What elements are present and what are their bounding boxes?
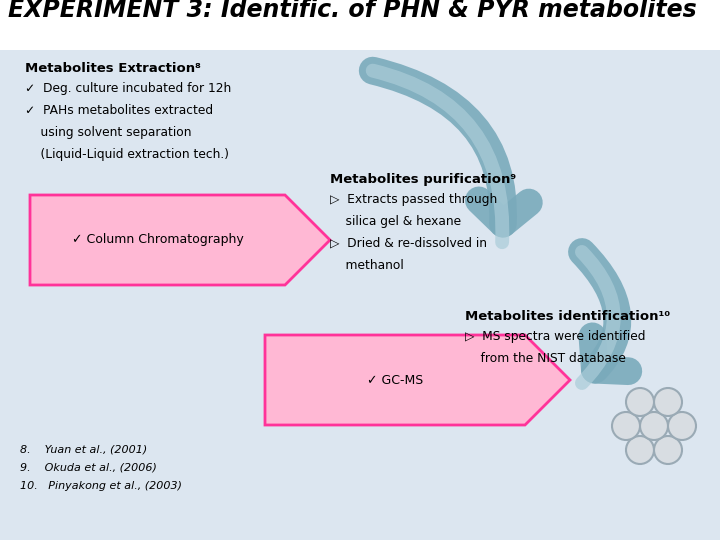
Text: ✓  Deg. culture incubated for 12h: ✓ Deg. culture incubated for 12h [25, 82, 231, 95]
Polygon shape [30, 195, 330, 285]
Text: ✓ GC-MS: ✓ GC-MS [367, 374, 423, 387]
Circle shape [626, 388, 654, 416]
FancyArrowPatch shape [582, 252, 629, 371]
Circle shape [668, 412, 696, 440]
Circle shape [640, 412, 668, 440]
FancyArrowPatch shape [373, 71, 503, 242]
Text: ▷  MS spectra were identified: ▷ MS spectra were identified [465, 330, 646, 343]
Circle shape [654, 388, 682, 416]
FancyBboxPatch shape [0, 0, 720, 50]
Text: 9.    Okuda et al., (2006): 9. Okuda et al., (2006) [20, 463, 157, 473]
Text: Metabolites purification⁹: Metabolites purification⁹ [330, 173, 516, 186]
FancyArrowPatch shape [582, 252, 613, 383]
Text: 10.   Pinyakong et al., (2003): 10. Pinyakong et al., (2003) [20, 481, 182, 491]
Text: using solvent separation: using solvent separation [25, 126, 192, 139]
Circle shape [612, 412, 640, 440]
Text: EXPERIMENT 3: Identific. of PHN & PYR metabolites: EXPERIMENT 3: Identific. of PHN & PYR me… [8, 0, 697, 22]
Text: ▷  Dried & re-dissolved in: ▷ Dried & re-dissolved in [330, 237, 487, 250]
Text: ▷  Extracts passed through: ▷ Extracts passed through [330, 193, 498, 206]
Text: Metabolites identification¹⁰: Metabolites identification¹⁰ [465, 310, 670, 323]
Text: Metabolites Extraction⁸: Metabolites Extraction⁸ [25, 62, 201, 75]
Polygon shape [265, 335, 570, 425]
Text: ✓  PAHs metabolites extracted: ✓ PAHs metabolites extracted [25, 104, 213, 117]
Text: ✓ Column Chromatography: ✓ Column Chromatography [71, 233, 243, 246]
Text: silica gel & hexane: silica gel & hexane [330, 215, 461, 228]
Text: from the NIST database: from the NIST database [465, 352, 626, 365]
Text: methanol: methanol [330, 259, 404, 272]
Circle shape [626, 436, 654, 464]
FancyArrowPatch shape [373, 71, 529, 224]
Text: (Liquid-Liquid extraction tech.): (Liquid-Liquid extraction tech.) [25, 148, 229, 161]
Circle shape [654, 436, 682, 464]
Text: 8.    Yuan et al., (2001): 8. Yuan et al., (2001) [20, 445, 148, 455]
